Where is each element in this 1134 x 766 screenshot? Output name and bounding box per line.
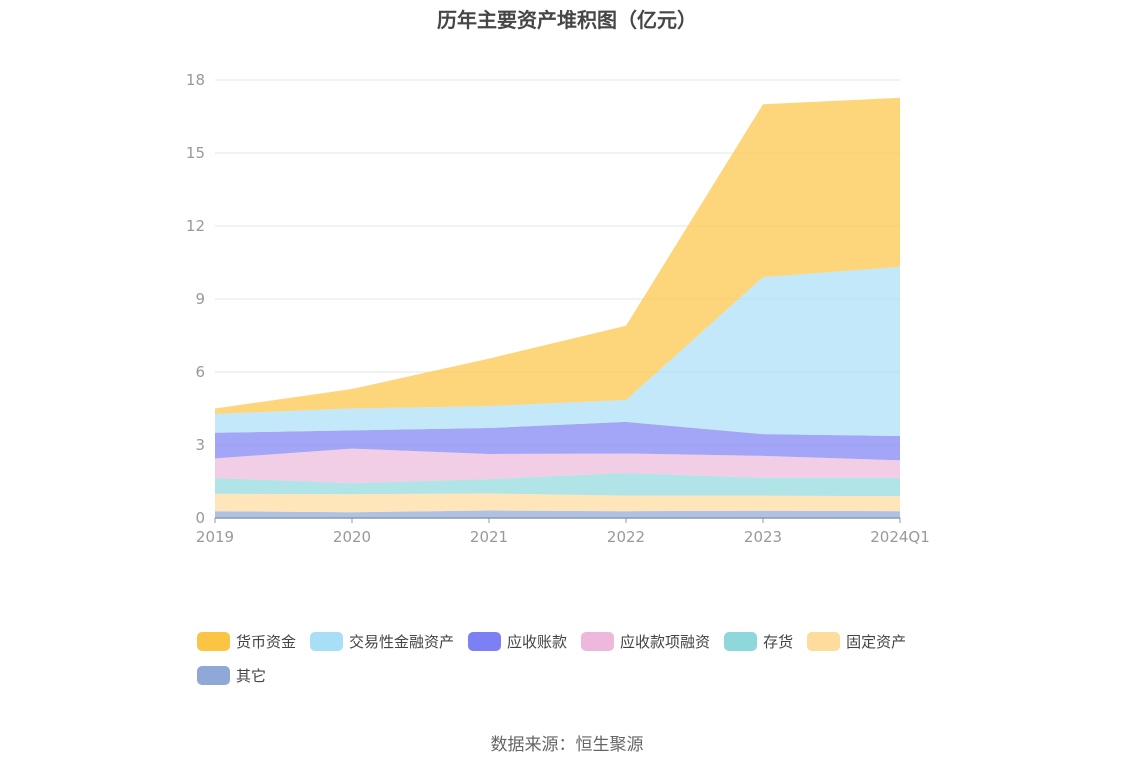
y-tick-label: 12	[186, 217, 205, 235]
area-series-1[interactable]	[215, 493, 900, 513]
legend-item[interactable]: 交易性金融资产	[310, 630, 454, 652]
x-tick-label: 2024Q1	[870, 528, 930, 546]
area-series-layer	[215, 97, 900, 519]
y-tick-label: 3	[195, 436, 205, 454]
chart-plot-area: 0 3 6 9 12 15 18 2019 2020 2021 2022 2023 2024Q1	[186, 71, 930, 546]
area-series-2[interactable]	[215, 473, 900, 497]
area-series-0[interactable]	[215, 510, 900, 519]
legend-item[interactable]: 存货	[724, 630, 793, 652]
x-tick-label: 2022	[607, 528, 645, 546]
legend-swatch	[724, 631, 758, 651]
legend-label: 固定资产	[846, 632, 907, 651]
legend-item[interactable]: 货币资金	[197, 630, 296, 652]
x-tick-label: 2021	[470, 528, 508, 546]
y-tick-label: 0	[195, 509, 205, 527]
legend-item[interactable]: 应收款项融资	[581, 630, 710, 652]
x-tick-label: 2019	[196, 528, 234, 546]
area-series-4[interactable]	[215, 421, 900, 461]
legend-swatch	[197, 631, 230, 651]
chart-title: 历年主要资产堆积图（亿元）	[437, 8, 697, 32]
x-tick-label: 2023	[744, 528, 782, 546]
area-series-3[interactable]	[215, 448, 900, 484]
legend-swatch	[310, 631, 344, 651]
y-tick-label: 18	[186, 71, 205, 89]
area-series-6[interactable]	[215, 97, 900, 414]
y-tick-label: 6	[195, 363, 205, 381]
legend-item[interactable]: 其它	[197, 664, 266, 686]
legend-swatch	[197, 665, 230, 685]
legend-label: 存货	[763, 632, 794, 651]
legend-item[interactable]: 固定资产	[807, 630, 906, 652]
x-tick-label: 2020	[333, 528, 371, 546]
legend: 货币资金 交易性金融资产 应收账款 应收款项融资 存货 固定资产其它	[197, 630, 957, 686]
y-tick-label: 9	[195, 290, 205, 308]
area-series-5[interactable]	[215, 266, 900, 436]
legend-label: 货币资金	[236, 632, 297, 651]
legend-label: 应收账款	[507, 632, 568, 651]
legend-label: 应收款项融资	[620, 632, 711, 651]
legend-swatch	[807, 631, 841, 651]
legend-swatch	[468, 631, 502, 651]
axes: 0 3 6 9 12 15 18 2019 2020 2021 2022 2023 2024Q1	[186, 71, 930, 546]
legend-swatch	[581, 631, 615, 651]
legend-label: 其它	[236, 666, 267, 685]
legend-label: 交易性金融资产	[349, 632, 455, 651]
legend-item[interactable]: 应收账款	[468, 630, 567, 652]
data-source-note: 数据来源：恒生聚源	[490, 735, 644, 755]
y-tick-label: 15	[186, 144, 205, 162]
